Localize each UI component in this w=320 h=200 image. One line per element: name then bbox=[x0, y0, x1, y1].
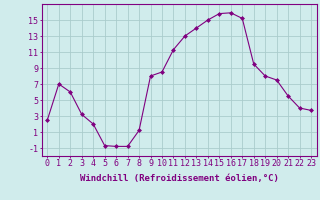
X-axis label: Windchill (Refroidissement éolien,°C): Windchill (Refroidissement éolien,°C) bbox=[80, 174, 279, 183]
